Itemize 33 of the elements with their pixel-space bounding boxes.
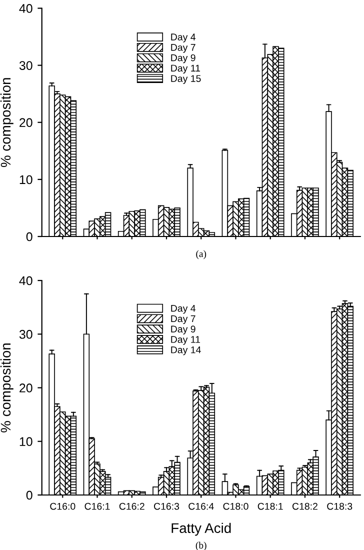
legend-label: Day 9 — [171, 326, 196, 334]
x-axis-title: Fatty Acid — [172, 522, 231, 536]
legend-label: Day 7 — [171, 315, 196, 324]
legend-label: Day 14 — [171, 346, 201, 356]
x-tick-label: C18:2 — [292, 502, 318, 510]
y-tick-label: 40 — [19, 276, 32, 286]
y-axis-title: % composition — [0, 78, 14, 168]
y-tick-label: 40 — [19, 4, 32, 13]
x-tick-label: C18:1 — [258, 502, 283, 510]
y-tick-label: 10 — [20, 437, 32, 446]
x-tick-label: C18:0 — [223, 502, 248, 510]
x-tick-label: C16:0 — [50, 502, 76, 510]
legend-label: Day 4 — [171, 34, 196, 42]
legend-label: Day 4 — [171, 304, 196, 314]
legend-label: Day 7 — [171, 44, 196, 53]
y-tick-label: 10 — [20, 175, 32, 184]
legend-label: Day 11 — [171, 336, 200, 345]
x-tick-label: C16:2 — [119, 502, 144, 510]
y-tick-label: 20 — [20, 118, 32, 128]
text: (a) — [196, 250, 206, 260]
x-tick-label: C16:4 — [188, 502, 214, 510]
y-tick-label: 0 — [26, 490, 32, 500]
y-axis-title: % composition — [0, 343, 14, 432]
legend-label: Day 9 — [171, 54, 196, 64]
x-tick-label: C18:3 — [327, 502, 352, 510]
y-tick-label: 30 — [19, 330, 32, 339]
y-tick-label: 0 — [26, 232, 32, 242]
x-tick-label: C16:1 — [84, 502, 110, 510]
y-tick-label: 30 — [19, 61, 32, 70]
y-tick-label: 20 — [20, 384, 32, 392]
legend-label: Day 15 — [171, 75, 201, 84]
x-tick-label: C16:3 — [154, 502, 180, 510]
legend-label: Day 11 — [171, 64, 200, 74]
